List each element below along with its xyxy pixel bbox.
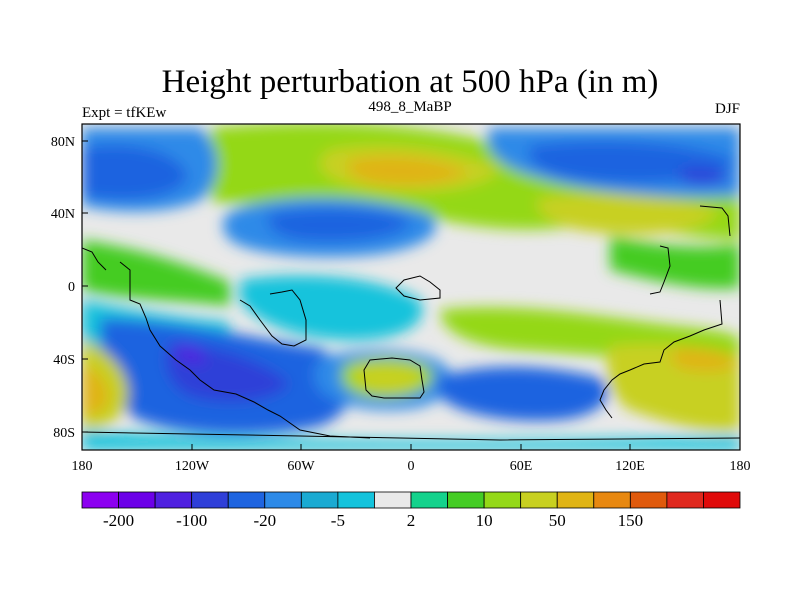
colorbar-label: 10	[476, 511, 493, 530]
colorbar-swatch	[703, 491, 741, 509]
coastline-indonesia	[395, 275, 441, 301]
coastline-east-landmass	[649, 245, 671, 295]
coastline-south-america	[119, 261, 371, 439]
coastlines	[82, 205, 740, 441]
y-tick-label: 80S	[53, 426, 75, 441]
y-tick-label: 0	[68, 280, 75, 295]
x-tick-label: 60W	[287, 459, 315, 474]
y-tick-label: 40S	[53, 353, 75, 368]
colorbar-swatch	[520, 491, 558, 509]
x-axis: 180 120W 60W 0 60E 120E 180	[72, 444, 751, 474]
colorbar-swatch	[227, 491, 266, 509]
colorbar-swatch	[483, 491, 522, 509]
contour-sw-high-core	[82, 364, 109, 415]
chart-title: Height perturbation at 500 hPa (in m)	[162, 64, 659, 100]
colorbar-swatch	[374, 491, 412, 509]
coastline-south-atlantic-island	[363, 357, 425, 399]
contour-equatorial-green-e	[610, 236, 740, 289]
colorbar-label: -5	[331, 511, 345, 530]
colorbar-label: -200	[103, 511, 134, 530]
contour-indian-low	[437, 366, 608, 421]
contour-nw-low-core	[82, 145, 188, 200]
colorbar	[81, 491, 741, 509]
x-tick-label: 60E	[510, 459, 533, 474]
coastline-africa	[239, 289, 307, 347]
colorbar-label: 150	[618, 511, 644, 530]
left-subtitle: Expt = tfKEw	[82, 105, 166, 121]
colorbar-swatch	[300, 491, 339, 509]
contour-north-core	[347, 156, 468, 186]
colorbar-swatch	[264, 491, 302, 509]
contour-ring-core	[352, 364, 424, 392]
colorbar-swatch	[666, 491, 704, 509]
x-tick-label: 0	[408, 459, 415, 474]
colorbar-swatch	[556, 491, 595, 509]
coastline-east-landmass-south	[599, 299, 723, 419]
contour-field	[82, 124, 740, 450]
y-axis: 80N 40N 0 40S 80S	[51, 135, 88, 441]
contour-ne-high	[537, 194, 720, 235]
right-subtitle: DJF	[715, 101, 740, 117]
x-tick-label: 120W	[175, 459, 210, 474]
colorbar-swatch	[154, 491, 193, 509]
coastline-antarctica	[82, 431, 740, 441]
colorbar-swatch	[410, 491, 448, 509]
colorbar-swatch	[81, 491, 119, 509]
x-tick-label: 180	[72, 459, 93, 474]
x-tick-label: 180	[730, 459, 751, 474]
coastline-ne-corner	[699, 205, 731, 237]
coastline-nw-corner	[82, 247, 107, 271]
contour-south-polar	[82, 430, 740, 450]
colorbar-swatch	[629, 491, 668, 509]
contour-equatorial-green	[82, 240, 230, 306]
x-tick-label: 120E	[615, 459, 645, 474]
contour-se-high-core	[670, 348, 738, 371]
colorbar-swatch	[191, 491, 229, 509]
colorbar-swatch	[447, 491, 485, 509]
colorbar-label: -100	[176, 511, 207, 530]
colorbar-label: -20	[253, 511, 276, 530]
colorbar-label: 50	[549, 511, 566, 530]
contour-ne-low-min	[680, 168, 732, 185]
colorbar-label: 2	[407, 511, 416, 530]
contour-atlantic-low-core	[267, 208, 412, 242]
colorbar-swatch	[337, 491, 375, 509]
colorbar-swatch	[593, 491, 631, 509]
colorbar-labels: -200 -100 -20 -5 2 10 50 150	[103, 511, 643, 530]
y-tick-label: 80N	[51, 135, 75, 150]
contour-south-low-min	[176, 344, 206, 364]
y-tick-label: 40N	[51, 207, 75, 222]
center-subtitle: 498_8_MaBP	[368, 99, 451, 115]
colorbar-swatch	[118, 491, 156, 509]
